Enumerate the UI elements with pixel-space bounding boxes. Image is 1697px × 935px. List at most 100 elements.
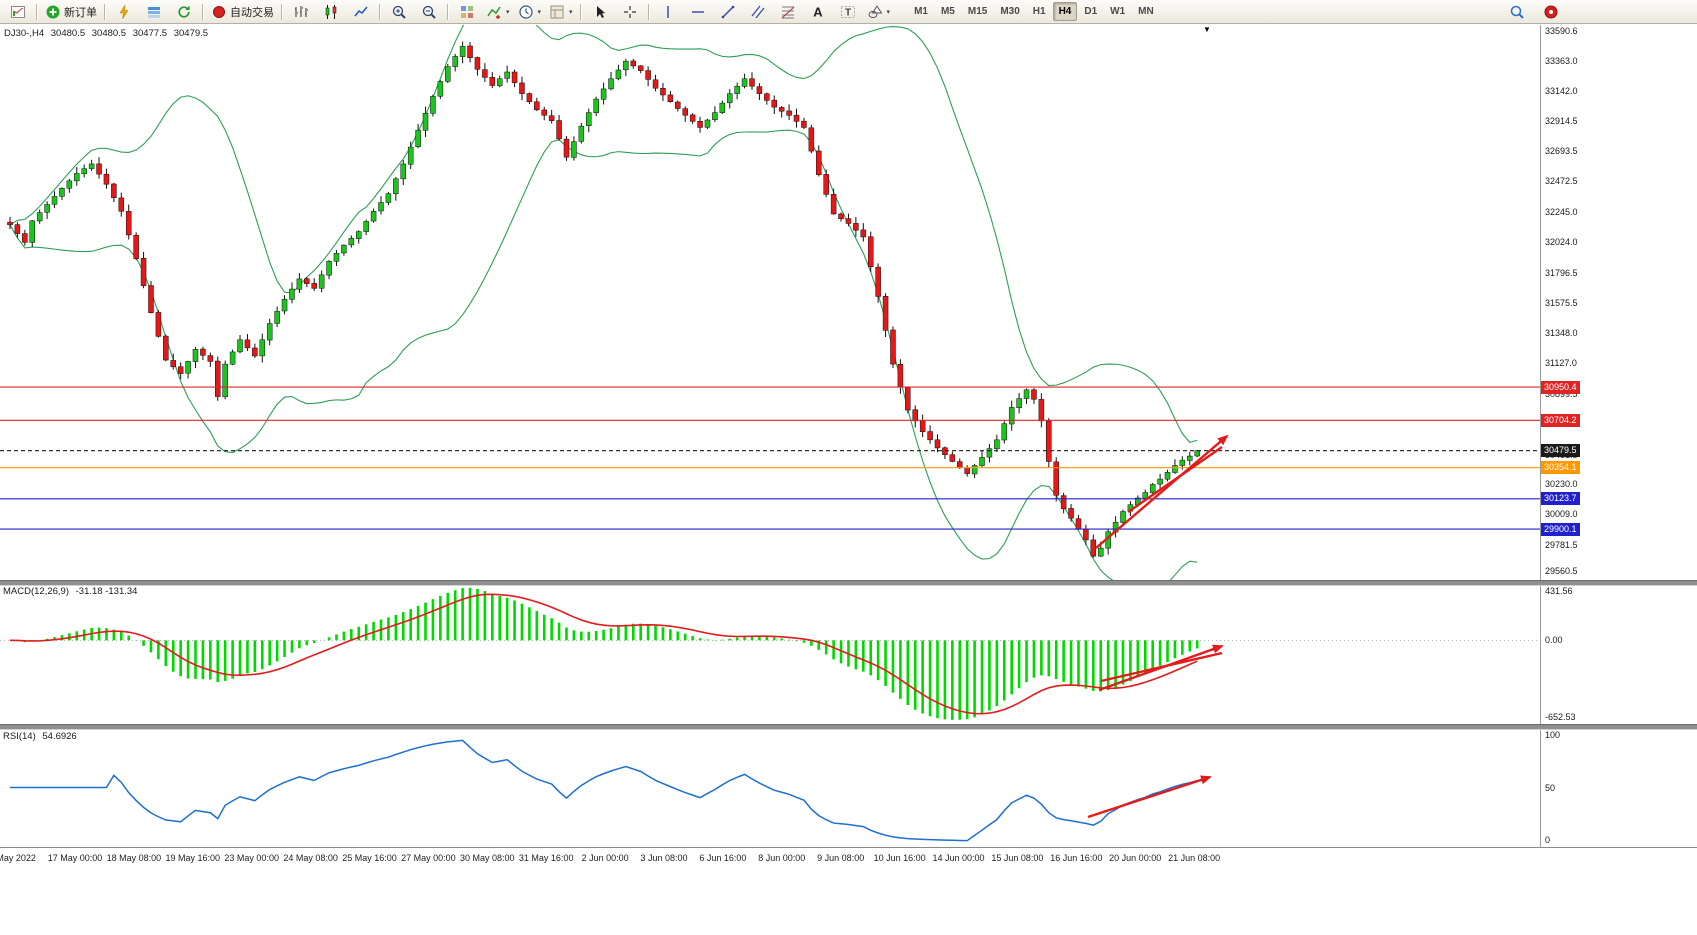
time-axis-label: 27 May 00:00 [401,853,456,863]
alert-icon [1544,5,1558,18]
timeframe-h4[interactable]: H4 [1052,2,1078,21]
vertical-line-tool-button[interactable] [653,1,683,23]
periods-button[interactable]: ▾ [514,1,546,23]
time-axis-label: 25 May 16:00 [342,853,397,863]
chart-shift-marker[interactable]: ▼ [1203,25,1211,34]
time-axis-label: 24 May 08:00 [283,853,338,863]
time-axis-label: 14 Jun 00:00 [932,853,985,863]
cursor-icon [596,5,605,18]
timeframe-w1[interactable]: W1 [1110,6,1126,17]
timeframe-m30[interactable]: M30 [1000,6,1020,17]
ohlc-bars-icon [295,5,308,17]
timeframe-m5[interactable]: M5 [940,6,955,17]
high-value: 30480.5 [91,28,127,39]
rsi-value: 54.6926 [42,731,77,742]
vertical-line-icon [666,5,669,18]
refresh-icon [178,5,190,18]
search-icon [1510,5,1524,19]
autotrading-label: 自动交易 [230,6,274,19]
timeframe-m1[interactable]: M1 [914,6,928,17]
time-axis-label: 15 Jun 08:00 [991,853,1044,863]
svg-text:A: A [813,4,823,19]
time-axis-label: 21 Jun 08:00 [1168,853,1221,863]
time-axis-label: 19 May 16:00 [165,853,221,863]
template-icon [550,5,564,18]
zoom-out-icon [422,5,436,19]
zoom-in-button[interactable] [384,1,414,23]
indicators-button[interactable]: ▾ [482,1,514,23]
macd-values: -31.18 -131.34 [75,586,138,597]
timeframe-mn[interactable]: MN [1138,6,1154,17]
new-order-label: 新订单 [64,6,97,19]
crosshair-icon [623,5,636,18]
crosshair-button[interactable] [615,1,645,23]
toolbar-separator [647,3,650,20]
autotrading-button[interactable]: 自动交易 [207,1,278,23]
shapes-icon [868,4,882,18]
timeframe-d1[interactable]: D1 [1084,6,1098,17]
macd-panel-splitter[interactable] [0,580,1697,586]
toolbar-separator [36,3,38,20]
new-chart-button[interactable] [3,1,33,23]
market-watch-button[interactable] [139,1,169,23]
shapes-tool-button[interactable]: ▾ [863,1,895,23]
dropdown-caret-icon: ▾ [506,8,510,16]
alerts-button[interactable] [1536,1,1566,23]
fibonacci-tool-button[interactable] [773,1,803,23]
candlestick-chart-type-button[interactable] [316,1,346,23]
rsi-panel-splitter[interactable] [0,724,1697,730]
text-label-tool-button[interactable]: T [833,1,863,23]
time-axis-label: 9 Jun 08:00 [817,853,865,863]
close-value: 30479.5 [173,28,209,39]
market-watch-icon [148,6,160,18]
time-axis-label: 30 May 08:00 [460,853,515,863]
toolbar-separator [202,3,204,20]
tile-windows-button[interactable] [452,1,482,23]
new-order-plus-icon [46,5,60,18]
price-axis-border [1540,25,1541,847]
time-axis-label: 6 Jun 16:00 [699,853,747,863]
horizontal-line-icon [691,10,704,13]
toolbar-separator [447,3,449,20]
line-chart-type-button[interactable] [346,1,376,23]
horizontal-line-tool-button[interactable] [683,1,713,23]
timeframe-h1[interactable]: H1 [1032,6,1046,17]
dropdown-caret-icon: ▾ [886,8,891,16]
trendline-icon [721,5,734,18]
time-axis-label: May 2022 [0,853,36,863]
candlestick-icon [325,4,337,19]
macd-caption: MACD(12,26,9) -31.18 -131.34 [3,586,141,597]
text-label-icon: T [840,5,855,18]
time-axis-label: 16 Jun 16:00 [1050,853,1103,863]
tile-windows-icon [461,5,473,18]
rsi-label: RSI(14) [3,731,36,742]
symbol-label: DJ30-,H4 [4,28,45,39]
time-axis-label: 17 May 00:00 [47,853,103,863]
time-axis[interactable]: May 2022 17 May 00:00 18 May 08:00 19 May 1… [0,847,1697,869]
quotes-button[interactable] [109,1,139,23]
timeframe-m15[interactable]: M15 [967,6,988,17]
new-order-button[interactable]: 新订单 [41,1,101,23]
toolbar: 新订单 自动交易 [0,0,1697,24]
zoom-out-button[interactable] [414,1,444,23]
time-axis-label: 8 Jun 00:00 [758,853,806,863]
dropdown-caret-icon: ▾ [569,8,573,16]
search-button[interactable] [1502,1,1532,23]
toolbar-separator [379,3,381,20]
refresh-button[interactable] [169,1,199,23]
indicators-icon [487,6,501,19]
trendline-tool-button[interactable] [713,1,743,23]
toolbar-separator [579,3,582,20]
channel-tool-button[interactable] [743,1,773,23]
clock-icon [518,4,533,19]
zoom-in-icon [392,5,406,19]
time-axis-label: 3 Jun 08:00 [640,853,688,863]
cursor-button[interactable] [585,1,615,23]
toolbar-separator [281,3,283,20]
timeframe-group: M1 M5 M15 M30 H1 H4 D1 W1 MN [908,2,1160,21]
text-tool-button[interactable]: A [803,1,833,23]
time-axis-label: 10 Jun 16:00 [873,853,926,863]
bar-chart-type-button[interactable] [286,1,316,23]
templates-button[interactable]: ▾ [545,1,577,23]
